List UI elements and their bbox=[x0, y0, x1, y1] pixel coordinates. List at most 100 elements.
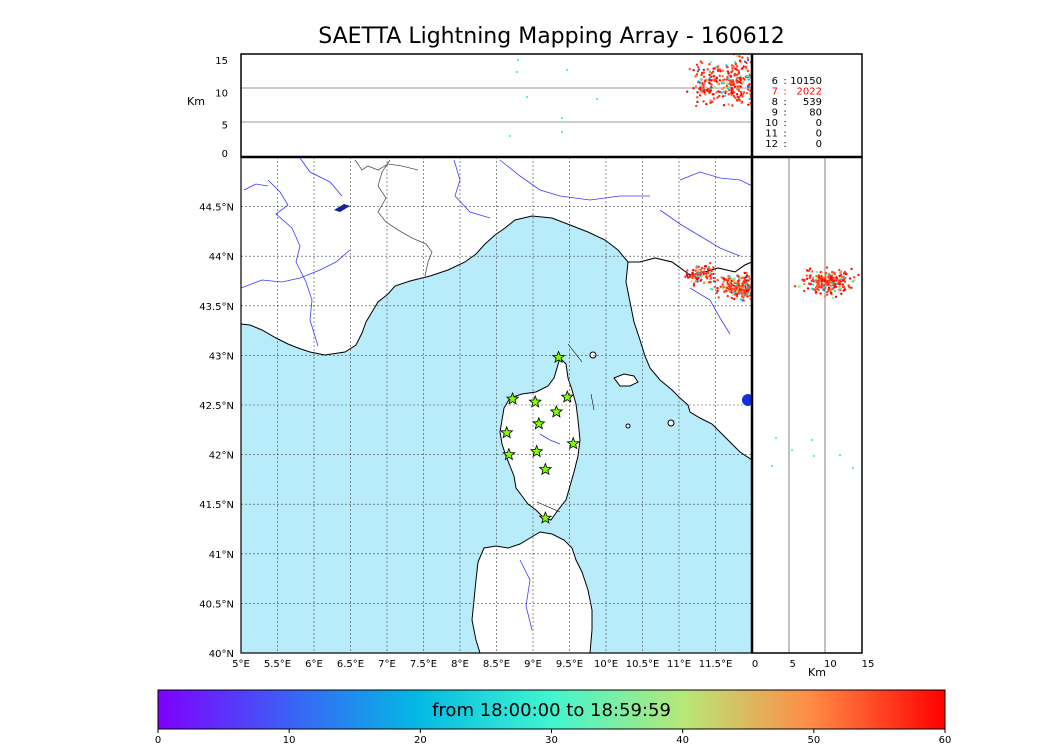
lightning-source bbox=[747, 103, 750, 107]
lightning-source bbox=[699, 77, 702, 81]
station-star-icon bbox=[566, 436, 580, 450]
lightning-source bbox=[857, 273, 860, 277]
lightning-source bbox=[842, 285, 845, 288]
lightning-source bbox=[708, 73, 711, 77]
lightning-source bbox=[816, 277, 819, 281]
lightning-source bbox=[741, 93, 745, 96]
elba-island bbox=[613, 373, 639, 387]
map-grid bbox=[241, 157, 752, 653]
lightning-source bbox=[561, 131, 563, 133]
lightning-source bbox=[705, 275, 708, 279]
lightning-source bbox=[686, 269, 689, 272]
lightning-source bbox=[805, 274, 808, 277]
lightning-source bbox=[827, 275, 830, 278]
lightning-source bbox=[687, 276, 690, 279]
lightning-source bbox=[741, 95, 744, 98]
lightning-source bbox=[745, 279, 749, 282]
lightning-source bbox=[735, 78, 738, 82]
lightning-source bbox=[723, 290, 726, 293]
lightning-source bbox=[704, 79, 707, 82]
lightning-source bbox=[732, 95, 736, 98]
lightning-source bbox=[733, 277, 736, 280]
lightning-source bbox=[728, 289, 731, 293]
lightning-source bbox=[748, 92, 751, 95]
count-separator: : bbox=[783, 97, 786, 108]
lightning-source bbox=[746, 85, 750, 88]
lightning-source bbox=[728, 277, 731, 280]
lightning-source bbox=[806, 277, 809, 280]
lon-tick-label: 6.5°E bbox=[337, 659, 364, 670]
lightning-cluster-blue bbox=[742, 394, 752, 406]
lightning-source bbox=[720, 81, 723, 84]
lightning-source bbox=[702, 68, 706, 72]
lightning-source bbox=[698, 269, 701, 273]
lightning-source bbox=[708, 90, 712, 94]
lightning-source bbox=[746, 286, 750, 289]
lightning-source bbox=[692, 87, 695, 90]
lightning-source bbox=[718, 94, 721, 98]
side-panel-bg bbox=[752, 157, 862, 653]
lightning-source bbox=[696, 280, 699, 283]
lightning-source bbox=[697, 66, 700, 69]
lightning-source bbox=[702, 272, 705, 275]
lightning-source bbox=[696, 100, 699, 104]
lightning-source bbox=[838, 282, 842, 286]
lightning-source bbox=[844, 276, 847, 280]
lightning-source bbox=[742, 280, 745, 283]
side-x-tick-label: 15 bbox=[862, 659, 875, 670]
lightning-source bbox=[820, 286, 823, 289]
lightning-source bbox=[748, 293, 751, 296]
lightning-source bbox=[710, 72, 713, 75]
lightning-source bbox=[775, 437, 777, 439]
lightning-source bbox=[713, 280, 717, 283]
lightning-source bbox=[838, 268, 841, 272]
lightning-source bbox=[739, 78, 742, 82]
colorbar-tick-label: 30 bbox=[545, 735, 558, 746]
station-star-icon bbox=[529, 444, 544, 458]
lightning-source bbox=[696, 96, 699, 99]
lightning-source bbox=[730, 80, 734, 84]
lightning-source bbox=[748, 75, 751, 79]
lightning-source bbox=[825, 266, 829, 269]
lightning-source bbox=[793, 285, 797, 288]
colorbar-tick-label: 0 bbox=[155, 735, 161, 746]
top-lightning-points bbox=[509, 54, 752, 137]
lightning-source bbox=[807, 269, 811, 272]
lightning-source bbox=[820, 276, 823, 279]
lightning-source bbox=[702, 86, 705, 89]
top-y-tick-label: 10 bbox=[215, 88, 228, 99]
lightning-source bbox=[841, 283, 844, 286]
lightning-source bbox=[710, 276, 713, 280]
colorbar-tick-label: 50 bbox=[807, 735, 820, 746]
lightning-source bbox=[731, 104, 734, 107]
lightning-source bbox=[733, 291, 736, 294]
lightning-source bbox=[710, 60, 713, 64]
lightning-source bbox=[726, 75, 729, 79]
lat-tick-label: 44.5°N bbox=[199, 203, 234, 214]
lightning-source bbox=[688, 67, 691, 71]
lightning-source bbox=[730, 86, 733, 90]
lightning-source bbox=[722, 280, 725, 284]
lightning-source bbox=[692, 268, 695, 272]
lightning-source bbox=[746, 74, 749, 78]
lightning-source bbox=[810, 279, 814, 283]
lightning-source bbox=[740, 285, 743, 288]
lightning-source bbox=[746, 58, 750, 62]
lightning-source bbox=[726, 294, 729, 298]
colorbar-tick-label: 60 bbox=[939, 735, 952, 746]
lightning-source bbox=[850, 267, 853, 271]
plot-title: SAETTA Lightning Mapping Array - 160612 bbox=[318, 24, 785, 49]
lightning-source bbox=[692, 284, 696, 287]
lightning-source bbox=[736, 81, 739, 85]
lightning-source bbox=[726, 277, 729, 281]
lightning-source bbox=[704, 265, 707, 268]
lightning-source bbox=[709, 261, 712, 265]
lightning-source bbox=[747, 78, 750, 81]
lightning-source bbox=[843, 288, 847, 291]
lightning-source bbox=[722, 90, 725, 94]
lightning-source bbox=[724, 94, 727, 98]
lightning-source bbox=[738, 76, 742, 80]
lightning-source bbox=[744, 65, 748, 69]
lightning-source bbox=[840, 275, 844, 278]
